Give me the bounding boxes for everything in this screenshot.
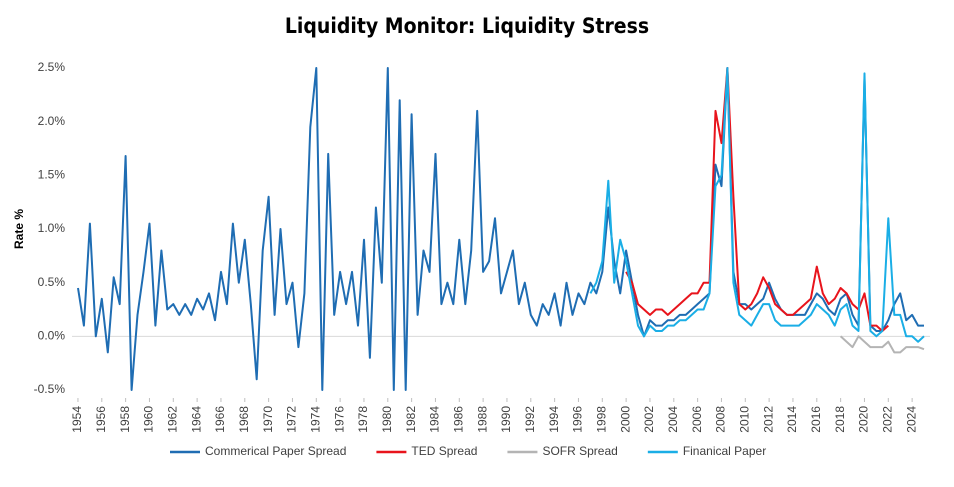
y-tick-label: 2.0%	[38, 114, 66, 128]
x-tick-label: 1980	[380, 406, 394, 433]
x-tick-label: 1984	[428, 406, 442, 433]
x-tick-label: 1966	[213, 406, 227, 433]
x-tick-label: 1962	[165, 406, 179, 433]
x-tick-label: 2000	[618, 406, 632, 433]
x-tick-label: 2006	[690, 406, 704, 433]
x-tick-label: 2024	[904, 406, 918, 433]
legend-label: Finanical Paper	[683, 444, 766, 458]
series-line	[625, 67, 889, 332]
legend-label: TED Spread	[411, 444, 477, 458]
series-line	[589, 67, 925, 343]
x-tick-label: 1956	[94, 406, 108, 433]
x-tick-label: 1996	[571, 406, 585, 433]
x-tick-label: 1990	[499, 406, 513, 433]
legend-label: SOFR Spread	[542, 444, 617, 458]
series-line	[839, 335, 925, 354]
y-axis-label: Rate %	[12, 209, 26, 249]
y-tick-label: 2.5%	[38, 60, 66, 74]
x-tick-label: 1968	[237, 406, 251, 433]
x-tick-label: 1994	[547, 406, 561, 433]
x-tick-label: 2018	[833, 406, 847, 433]
x-tick-label: 1970	[261, 406, 275, 433]
x-tick-label: 1974	[308, 406, 322, 433]
x-tick-label: 1958	[118, 406, 132, 433]
x-tick-label: 1998	[594, 406, 608, 433]
x-tick-label: 1986	[451, 406, 465, 433]
x-tick-label: 2002	[642, 406, 656, 433]
y-tick-label: -0.5%	[34, 382, 66, 396]
x-tick-label: 2010	[737, 406, 751, 433]
x-tick-label: 1982	[404, 406, 418, 433]
series-line	[77, 67, 924, 391]
x-tick-label: 2016	[809, 406, 823, 433]
y-tick-label: 1.0%	[38, 221, 66, 235]
x-tick-label: 2020	[857, 406, 871, 433]
y-tick-label: 0.5%	[38, 275, 66, 289]
x-tick-label: 1992	[523, 406, 537, 433]
x-tick-label: 1988	[475, 406, 489, 433]
x-tick-label: 1960	[142, 406, 156, 433]
y-tick-label: 1.5%	[38, 168, 66, 182]
x-tick-label: 2014	[785, 406, 799, 433]
legend-label: Commerical Paper Spread	[205, 444, 346, 458]
x-tick-label: 1964	[189, 406, 203, 433]
x-tick-label: 2022	[880, 406, 894, 433]
x-tick-label: 1978	[356, 406, 370, 433]
chart-title: Liquidity Monitor: Liquidity Stress	[285, 14, 649, 38]
x-tick-label: 1976	[332, 406, 346, 433]
x-tick-label: 2008	[714, 406, 728, 433]
y-tick-label: 0.0%	[38, 329, 66, 343]
x-tick-label: 1954	[70, 406, 84, 433]
x-tick-label: 2004	[666, 406, 680, 433]
x-tick-label: 2012	[761, 406, 775, 433]
x-tick-label: 1972	[285, 406, 299, 433]
